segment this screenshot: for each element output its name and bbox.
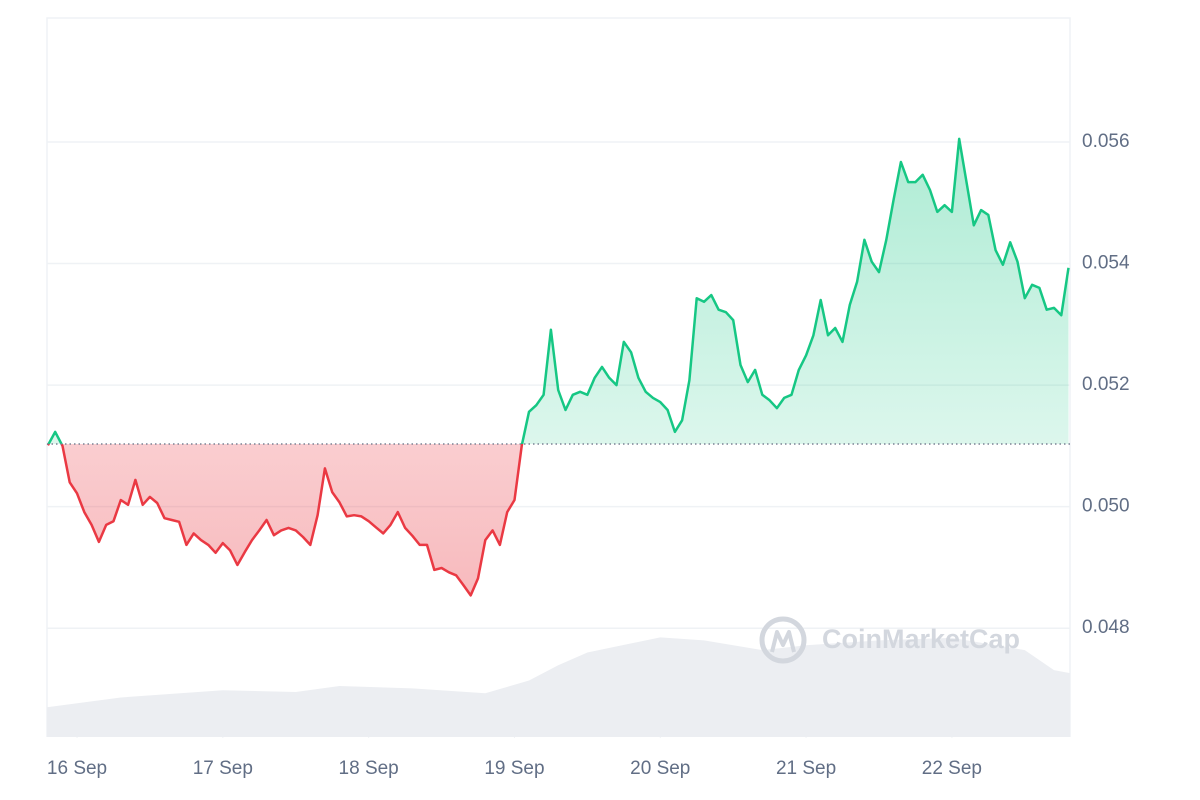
price-line [47,137,1070,445]
y-tick-label: 0.052 [1082,374,1130,395]
plot-border [46,17,1071,737]
price-segment [47,137,1070,445]
x-tick-label: 16 Sep [47,758,107,779]
y-tick-label: 0.056 [1082,131,1130,152]
y-tick-label: 0.048 [1082,617,1130,638]
x-tick-label: 17 Sep [193,758,253,779]
price-area [47,444,1069,596]
x-tick-label: 18 Sep [339,758,399,779]
y-tick-label: 0.054 [1082,253,1130,274]
y-tick-label: 0.050 [1082,496,1130,517]
x-tick-label: 21 Sep [776,758,836,779]
x-tick-label: 22 Sep [922,758,982,779]
x-tick-label: 19 Sep [484,758,544,779]
watermark: CoinMarketCap [759,616,1020,664]
price-area [48,138,1069,445]
price-segment [46,444,1069,597]
price-line [46,444,524,597]
x-tick-label: 20 Sep [630,758,690,779]
volume-area [47,637,1070,737]
watermark-text: CoinMarketCap [822,624,1020,654]
